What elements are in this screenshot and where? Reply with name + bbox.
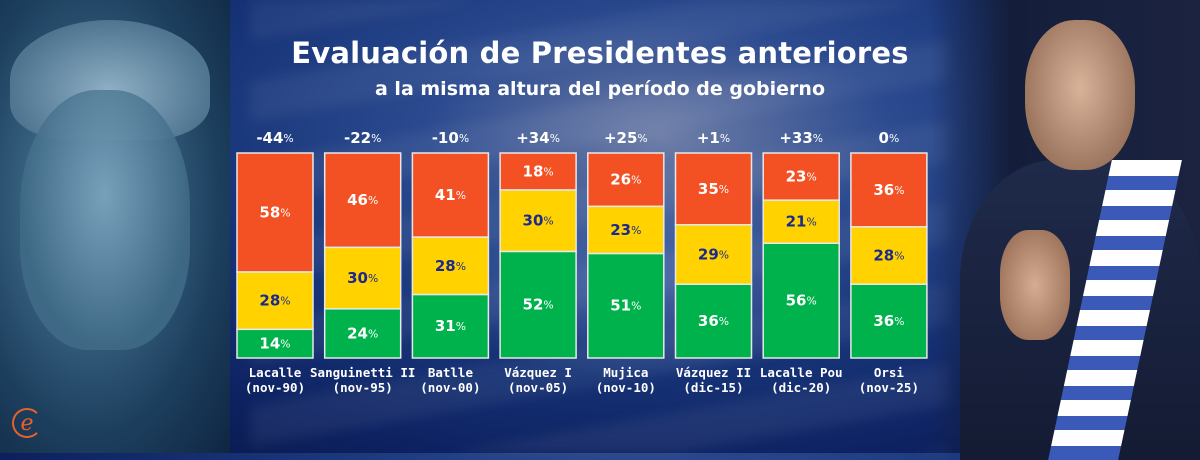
bar-segment-disapprove <box>674 152 753 226</box>
category-name-label: Mujica <box>603 365 648 380</box>
bar-segment-disapprove <box>850 152 928 228</box>
category-date-label: (nov-00) <box>420 380 480 395</box>
bar-segment-approve <box>411 293 490 359</box>
segment-value-label: 35% <box>698 180 729 198</box>
photo-face <box>20 90 190 350</box>
bar-segment-disapprove <box>587 152 665 208</box>
category-name-label: Batlle <box>428 365 474 380</box>
bar-segment-neutral <box>674 224 753 285</box>
segment-value-label: 14% <box>259 335 290 353</box>
bar-segment-neutral <box>323 246 402 310</box>
bar-segment-neutral <box>499 189 577 253</box>
segment-value-label: 28% <box>873 247 904 265</box>
segment-value-label: 23% <box>610 221 641 239</box>
bar-segment-neutral <box>762 199 840 244</box>
category-name-label: Sanguinetti II <box>310 365 415 380</box>
segment-value-label: 23% <box>786 168 817 186</box>
net-score-label: +25% <box>604 129 648 147</box>
category-date-label: (nov-05) <box>508 380 568 395</box>
bar-segment-neutral <box>236 271 314 331</box>
bar-segment-disapprove <box>323 152 402 249</box>
segment-value-label: 31% <box>435 317 466 335</box>
segment-value-label: 56% <box>786 292 817 310</box>
bar-segment-neutral <box>850 226 928 285</box>
category-date-label: (nov-90) <box>245 380 305 395</box>
category-date-label: (dic-20) <box>771 380 831 395</box>
category-date-label: (dic-15) <box>683 380 743 395</box>
segment-value-label: 41% <box>435 186 466 204</box>
photo-head <box>1025 20 1135 170</box>
segment-value-label: 36% <box>873 312 904 330</box>
bar-segment-approve <box>236 328 314 359</box>
photo-hands <box>1000 230 1070 340</box>
photo-former-president-left <box>0 0 230 453</box>
segment-value-label: 30% <box>347 269 378 287</box>
bar-segment-disapprove <box>236 152 314 273</box>
category-name-label: Vázquez II <box>676 365 751 380</box>
category-date-label: (nov-25) <box>859 380 919 395</box>
category-name-label: Lacalle Pou <box>760 365 843 380</box>
photo-president-right <box>930 0 1200 460</box>
segment-value-label: 52% <box>523 296 554 314</box>
bar-segment-approve <box>323 308 402 359</box>
net-score-label: +33% <box>779 129 823 147</box>
bar-segment-approve <box>850 283 928 359</box>
bar-segment-disapprove <box>411 152 490 238</box>
segment-value-label: 18% <box>523 162 554 180</box>
category-date-label: (nov-95) <box>333 380 393 395</box>
segment-value-label: 29% <box>698 245 729 263</box>
bar-segment-disapprove <box>499 152 577 191</box>
category-name-label: Vázquez I <box>504 365 572 380</box>
net-score-label: -10% <box>432 129 469 147</box>
segment-value-label: 26% <box>610 171 641 189</box>
segment-value-label: 28% <box>259 292 290 310</box>
category-name-label: Orsi <box>874 365 905 380</box>
net-score-label: -22% <box>344 129 381 147</box>
segment-value-label: 24% <box>347 324 378 342</box>
segment-value-label: 36% <box>698 312 729 330</box>
chart-subtitle: a la misma altura del período de gobiern… <box>375 78 825 100</box>
chart-title: Evaluación de Presidentes anteriores <box>291 36 909 70</box>
segment-value-label: 51% <box>610 297 641 315</box>
segment-value-label: 21% <box>786 213 817 231</box>
net-score-label: -44% <box>256 129 293 147</box>
net-score-label: 0% <box>879 129 900 147</box>
segment-value-label: 36% <box>873 181 904 199</box>
net-score-label: +1% <box>697 129 730 147</box>
bar-segment-neutral <box>411 236 490 296</box>
segment-value-label: 46% <box>347 191 378 209</box>
segment-value-label: 28% <box>435 257 466 275</box>
segment-value-label: 30% <box>523 212 554 230</box>
category-date-label: (nov-10) <box>596 380 656 395</box>
brand-logo-icon: e <box>12 408 42 438</box>
bar-segment-disapprove <box>762 152 840 201</box>
segment-value-label: 58% <box>259 203 290 221</box>
category-name-label: Lacalle <box>249 365 302 380</box>
net-score-label: +34% <box>516 129 560 147</box>
